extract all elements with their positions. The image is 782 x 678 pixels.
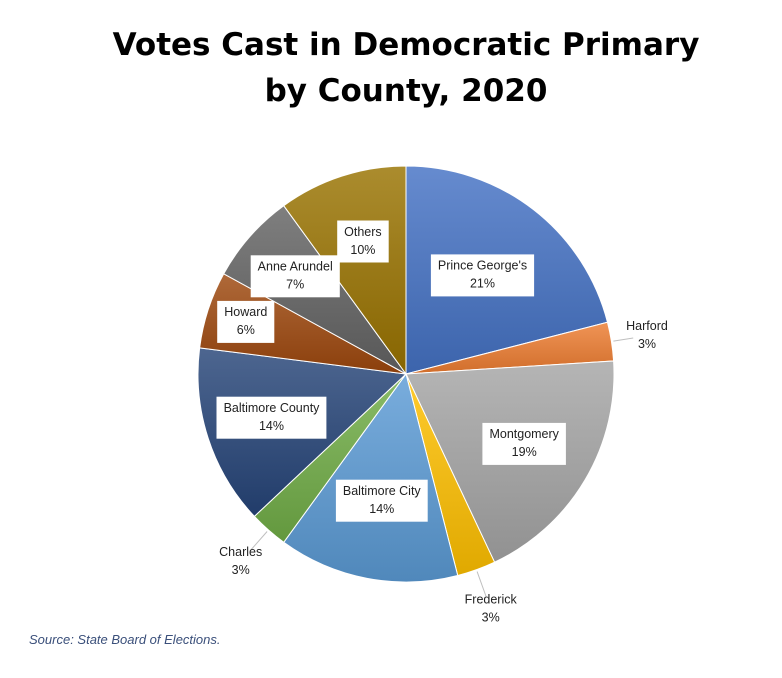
slice-name-label: Frederick [465,592,518,606]
slice-name-label: Baltimore County [224,401,321,415]
pie-labels: Prince George's 21% Harford 3% Montgomery 19%… [216,220,668,624]
pie-label-baltimore-county: Baltimore County 14% [216,396,327,439]
slice-percent-label: 3% [232,563,250,577]
slice-name-label: Anne Arundel [258,260,333,274]
leader-line-frederick [476,571,487,597]
chart-title: Votes Cast in Democratic Primary by Coun… [0,22,782,114]
slice-name-label: Howard [224,305,267,319]
pie-label-howard: Howard 6% [217,300,275,343]
slice-percent-label: 19% [512,445,537,459]
slice-label-box [337,220,389,263]
pie-label-baltimore-city: Baltimore City 14% [335,479,428,522]
slice-label-box [216,396,327,439]
slice-percent-label: 3% [482,610,500,624]
slice-percent-label: 3% [638,337,656,351]
slice-name-label: Harford [626,319,668,333]
pie-label-anne-arundel: Anne Arundel 7% [250,255,340,298]
pie-label-charles: Charles 3% [219,531,268,577]
slice-percent-label: 14% [369,502,394,516]
slice-label-box [217,300,275,343]
chart-title-line-2: by County, 2020 [264,73,548,109]
leader-line-charles [249,531,268,552]
slice-name-label: Prince George's [438,259,527,273]
slice-percent-label: 6% [237,323,255,337]
slice-name-label: Others [344,225,382,239]
pie-label-others: Others 10% [337,220,389,263]
slice-name-label: Montgomery [489,427,559,441]
slice-percent-label: 21% [470,277,495,291]
slice-label-box [250,255,340,298]
pie-slice-others [283,165,407,376]
pie-label-prince-george-s: Prince George's 21% [430,254,535,297]
slice-name-label: Charles [219,545,262,559]
source-note: Source: State Board of Elections. [29,632,221,647]
slice-label-box [430,254,535,297]
slice-percent-label: 14% [259,419,284,433]
slice-name-label: Baltimore City [343,484,422,498]
slice-label-box [335,479,428,522]
pie-slice-baltimore-city [283,372,459,583]
slice-percent-label: 10% [350,243,375,257]
pie-slices [197,165,615,583]
pie-label-montgomery: Montgomery 19% [482,422,566,465]
slice-label-box [482,422,566,465]
pie-label-frederick: Frederick 3% [465,571,518,624]
pie-label-harford: Harford 3% [613,319,668,351]
chart-title-line-1: Votes Cast in Democratic Primary [112,27,700,63]
leader-line-harford [613,337,634,342]
slice-percent-label: 7% [286,278,304,292]
